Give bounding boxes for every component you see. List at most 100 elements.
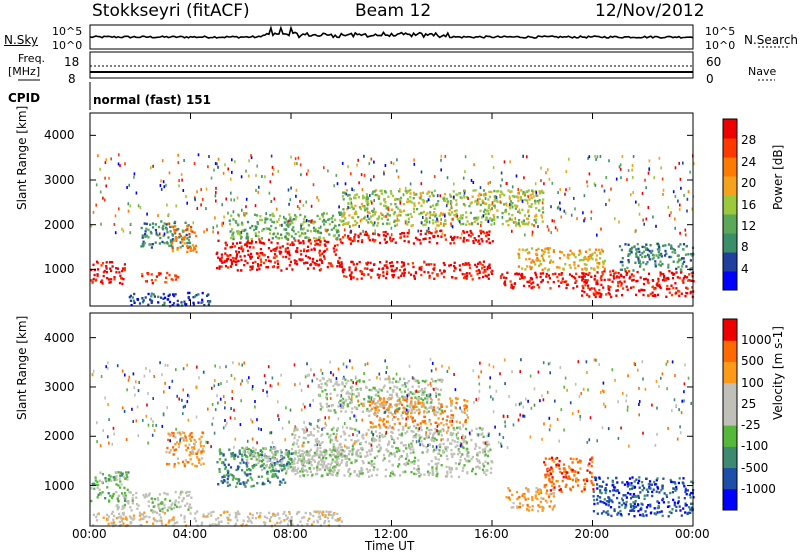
data-cell xyxy=(673,249,676,252)
data-cell xyxy=(633,495,636,498)
data-cell xyxy=(672,286,675,290)
data-cell xyxy=(375,408,378,412)
data-cell xyxy=(486,454,490,458)
data-cell xyxy=(306,267,310,270)
data-cell xyxy=(468,266,472,270)
data-cell xyxy=(437,462,440,465)
data-cell xyxy=(411,418,414,421)
data-cell xyxy=(286,460,289,464)
data-cell xyxy=(351,427,354,431)
data-cell xyxy=(267,256,270,259)
data-cell xyxy=(342,430,345,433)
data-cell xyxy=(292,443,295,446)
data-cell xyxy=(670,244,673,247)
data-cell xyxy=(391,269,394,273)
data-cell xyxy=(551,219,554,223)
data-cell xyxy=(540,254,543,257)
data-cell xyxy=(100,493,103,496)
data-cell xyxy=(331,428,334,431)
data-cell xyxy=(610,514,613,518)
data-cell xyxy=(323,257,326,260)
data-cell xyxy=(418,239,421,242)
data-cell xyxy=(663,274,666,278)
data-cell xyxy=(185,491,188,494)
data-cell xyxy=(288,257,291,260)
data-cell xyxy=(379,427,382,430)
data-cell xyxy=(195,250,198,253)
data-cell xyxy=(313,451,316,455)
data-cell xyxy=(311,473,314,477)
data-cell xyxy=(608,198,611,202)
data-cell xyxy=(596,233,598,237)
data-cell xyxy=(361,460,364,463)
data-cell xyxy=(401,395,404,398)
data-cell xyxy=(495,196,498,199)
data-cell xyxy=(274,448,277,451)
data-cell xyxy=(335,456,338,459)
data-cell xyxy=(398,397,401,400)
data-cell xyxy=(147,500,150,503)
data-cell xyxy=(407,217,410,220)
data-cell xyxy=(547,248,550,252)
data-cell xyxy=(93,487,96,490)
data-cell xyxy=(235,485,238,488)
data-cell xyxy=(548,177,551,181)
data-cell xyxy=(90,499,93,503)
data-cell xyxy=(351,453,354,456)
data-cell xyxy=(98,488,101,491)
data-cell xyxy=(221,481,224,484)
data-cell xyxy=(169,230,172,233)
data-cell xyxy=(429,397,432,400)
data-cell xyxy=(455,420,458,423)
data-cell xyxy=(593,268,596,271)
data-cell xyxy=(372,437,375,441)
data-cell xyxy=(659,286,662,290)
data-cell xyxy=(521,494,524,497)
nsky-tick-bottom: 10^0 xyxy=(52,39,83,52)
data-cell xyxy=(425,379,428,382)
data-cell xyxy=(643,246,646,249)
data-cell xyxy=(335,459,338,462)
data-cell xyxy=(638,203,640,207)
data-cell xyxy=(453,182,455,186)
data-cell xyxy=(270,200,273,203)
data-cell xyxy=(504,283,507,287)
data-cell xyxy=(402,193,405,197)
data-cell xyxy=(397,175,400,179)
data-cell xyxy=(310,204,313,208)
data-cell xyxy=(161,240,164,244)
data-cell xyxy=(337,259,340,263)
data-cell xyxy=(319,236,322,240)
data-cell xyxy=(683,193,685,197)
data-cell xyxy=(524,249,527,252)
data-cell xyxy=(620,176,622,180)
data-cell xyxy=(348,214,351,217)
data-cell xyxy=(418,408,421,411)
data-cell xyxy=(186,228,189,231)
data-cell xyxy=(543,461,546,464)
data-cell xyxy=(281,223,283,227)
data-cell xyxy=(291,241,294,244)
data-cell xyxy=(478,197,481,201)
data-cell xyxy=(178,496,181,499)
data-cell xyxy=(404,397,407,400)
data-cell xyxy=(596,279,599,282)
data-cell xyxy=(452,190,455,193)
data-cell xyxy=(489,180,491,184)
data-cell xyxy=(177,461,180,465)
data-cell xyxy=(631,279,634,282)
data-cell xyxy=(342,401,345,404)
data-cell xyxy=(334,224,337,228)
data-cell xyxy=(378,241,382,245)
data-cell xyxy=(350,172,352,176)
data-cell xyxy=(376,224,379,227)
data-cell xyxy=(341,388,344,391)
data-cell xyxy=(303,431,306,434)
data-cell xyxy=(276,262,280,266)
data-cell xyxy=(438,444,441,447)
data-cell xyxy=(464,404,467,407)
data-cell xyxy=(487,273,490,277)
nsky-trace xyxy=(89,25,694,39)
data-cell xyxy=(337,405,340,408)
data-cell xyxy=(550,472,553,476)
